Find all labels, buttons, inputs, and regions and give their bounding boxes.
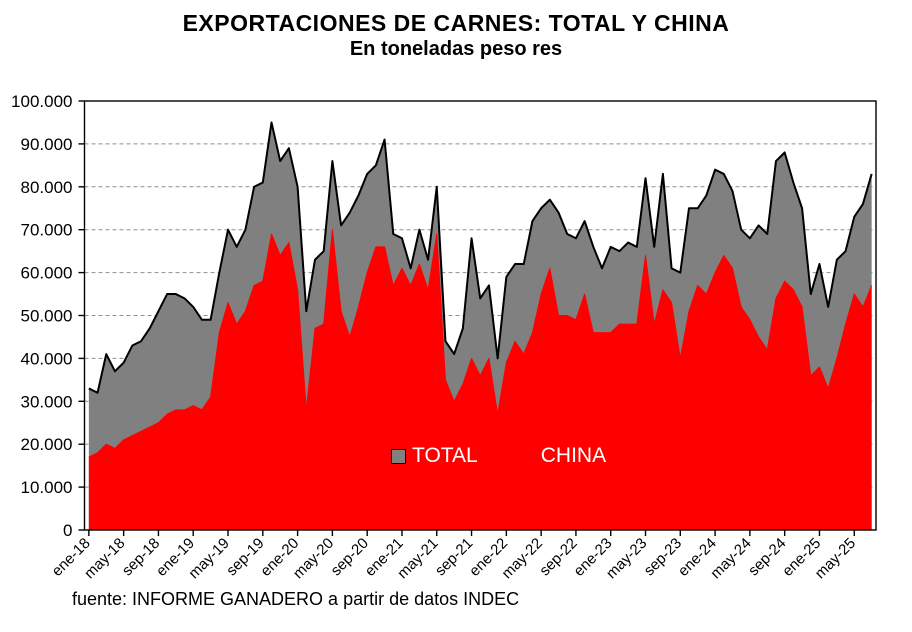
- legend-china-label: CHINA: [540, 444, 607, 467]
- chart-title: EXPORTACIONES DE CARNES: TOTAL Y CHINA: [182, 10, 730, 36]
- y-tick-label: 10.000: [21, 478, 73, 497]
- source-note: fuente: INFORME GANADERO a partir de dat…: [72, 589, 520, 609]
- legend-item-total: TOTAL: [391, 444, 478, 468]
- y-tick-label: 20.000: [21, 435, 73, 454]
- china-swatch-icon: [519, 448, 535, 464]
- y-tick-label: 60.000: [21, 264, 73, 283]
- legend-total-label: TOTAL: [412, 444, 478, 467]
- area-china: [88, 229, 872, 530]
- chart-subtitle: En toneladas peso res: [349, 38, 563, 60]
- y-tick-label: 70.000: [21, 221, 73, 240]
- y-tick-label: 30.000: [21, 392, 73, 411]
- line-china: [88, 229, 873, 458]
- y-tick-label: 100.000: [11, 92, 72, 111]
- line-total: [88, 121, 873, 394]
- y-tick-label: 40.000: [21, 349, 73, 368]
- y-tick-label: 90.000: [21, 135, 73, 154]
- chart-legend: TOTAL CHINA: [391, 444, 606, 468]
- y-tick-label: 50.000: [21, 307, 73, 326]
- y-tick-label: 0: [63, 521, 72, 540]
- y-tick-label: 80.000: [21, 178, 73, 197]
- total-swatch-icon: [391, 448, 406, 464]
- legend-item-china: CHINA: [519, 444, 607, 468]
